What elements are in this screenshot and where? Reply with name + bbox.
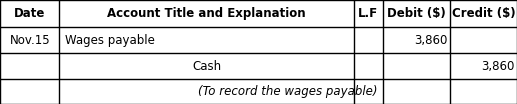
Text: Account Title and Explanation: Account Title and Explanation bbox=[108, 7, 306, 20]
Text: 3,860: 3,860 bbox=[414, 33, 447, 47]
Text: Credit ($): Credit ($) bbox=[451, 7, 515, 20]
Text: Debit ($): Debit ($) bbox=[387, 7, 446, 20]
Text: L.F: L.F bbox=[358, 7, 378, 20]
Text: Nov.15: Nov.15 bbox=[9, 33, 50, 47]
Text: (To record the wages payable): (To record the wages payable) bbox=[199, 85, 378, 98]
Text: Date: Date bbox=[14, 7, 45, 20]
Text: Cash: Cash bbox=[192, 59, 221, 73]
Text: 3,860: 3,860 bbox=[481, 59, 514, 73]
Text: Wages payable: Wages payable bbox=[65, 33, 155, 47]
